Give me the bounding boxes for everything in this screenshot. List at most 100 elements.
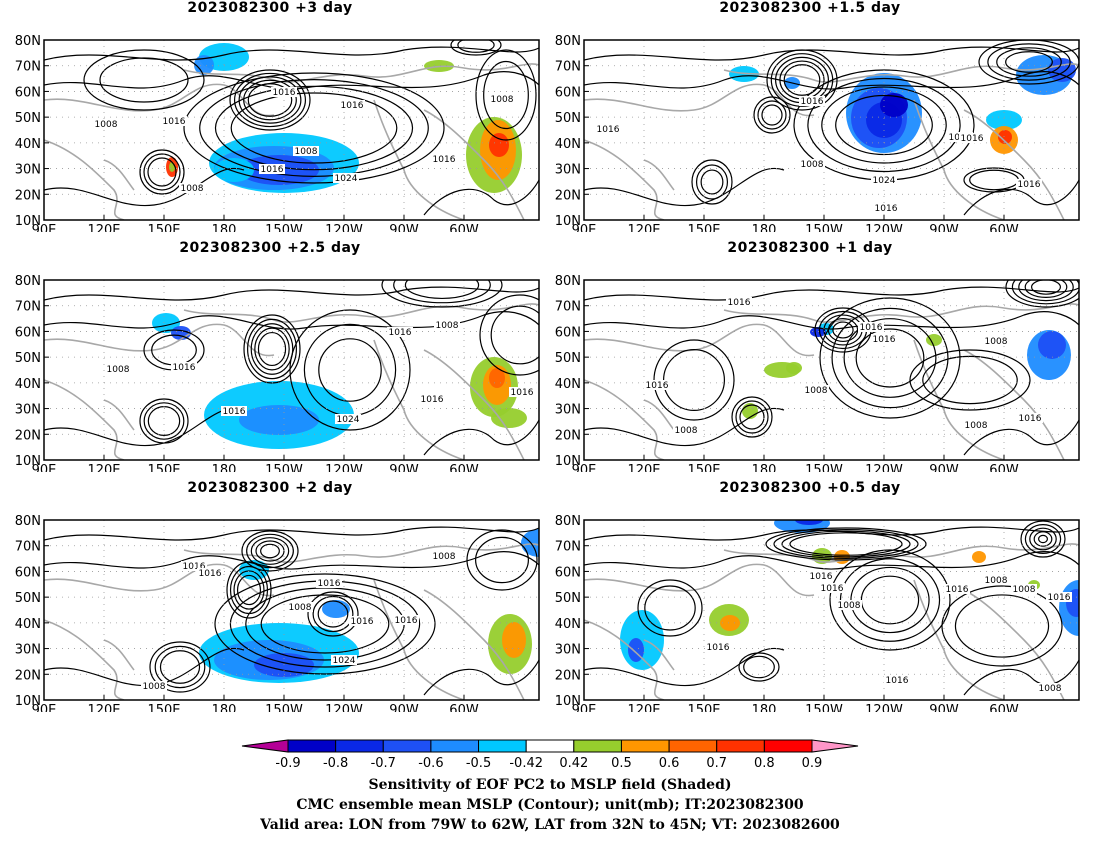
panel-title: 2023082300 +3 day — [187, 0, 353, 16]
isobar-contour — [199, 79, 429, 177]
sensitivity-shading — [972, 551, 986, 563]
coastline — [723, 63, 1079, 83]
latitude-label: 40N — [15, 137, 41, 152]
sensitivity-shading — [986, 110, 1022, 130]
isobar-contour — [1033, 531, 1053, 547]
longitude-label: 150E — [147, 223, 180, 232]
isobar-contour — [644, 585, 696, 631]
contour-label: 1016 — [183, 562, 206, 572]
contour-label-bg — [105, 364, 131, 374]
longitude-label: 150W — [265, 703, 303, 712]
contour-label: 1008 — [491, 95, 514, 105]
contour-label: 1016 — [946, 585, 969, 595]
isobar-contour — [230, 92, 398, 164]
longitude-label: 90E — [32, 223, 57, 232]
isobar-contour — [236, 574, 262, 606]
contour-label-bg — [963, 420, 989, 430]
latitude-label: 10N — [555, 214, 581, 229]
isobar-contour — [963, 419, 1079, 456]
contour-label: 1016 — [351, 617, 374, 627]
coastline — [643, 159, 675, 191]
longitude-label: 150W — [265, 223, 303, 232]
isobar-contour — [807, 77, 961, 173]
latitude-label: 40N — [15, 377, 41, 392]
colorbar-tick-label: 0.42 — [559, 756, 588, 771]
colorbar-swatch — [241, 739, 289, 753]
longitude-label: 180 — [212, 463, 237, 472]
isobar-contour — [257, 331, 287, 367]
longitude-label: 90W — [929, 703, 959, 712]
longitude-label: 150W — [805, 223, 843, 232]
colorbar-swatch — [573, 739, 622, 753]
isobar-contour — [233, 72, 307, 128]
isobar-contour — [691, 159, 733, 205]
sensitivity-shading — [926, 334, 942, 346]
contour-label: 1016 — [341, 101, 364, 111]
coastline — [44, 379, 125, 460]
latitude-label: 30N — [15, 163, 41, 178]
contour-label: 1016 — [421, 395, 444, 405]
isobar-contour — [83, 49, 205, 111]
contour-label-bg — [349, 616, 375, 626]
contour-label-bg — [803, 385, 829, 395]
latitude-label: 80N — [15, 274, 41, 289]
isobar-contour — [44, 311, 539, 330]
isobar-contour — [44, 286, 539, 301]
isobar-contour — [44, 551, 539, 570]
isobar-contour — [584, 526, 1079, 541]
coastline — [423, 349, 525, 460]
isobar-contour — [773, 528, 919, 559]
latitude-label: 60N — [15, 325, 41, 340]
sensitivity-shading — [169, 162, 175, 172]
map-svg: 1008 1016 1016 1008 1016 1008 1016 1024 1016 1008… — [15, 34, 540, 232]
coastline — [44, 83, 275, 117]
coastline — [103, 399, 135, 431]
isobar-contour — [1024, 280, 1068, 298]
longitude-label: 150E — [687, 463, 720, 472]
isobar-contour — [1038, 534, 1049, 544]
isobar-contour — [739, 404, 765, 430]
coastline — [423, 589, 525, 700]
isobar-contour — [757, 100, 787, 130]
isobar-contour — [855, 328, 925, 388]
contour-label: 1024 — [335, 174, 358, 184]
isobar-contour — [260, 594, 390, 654]
panel-title: 2023082300 +1 day — [727, 240, 893, 256]
coastline — [584, 619, 665, 700]
map-panel-6: 2023082300 +0.5 day 1016 1016 1016 1008 1016… — [540, 480, 1080, 712]
latitude-label: 50N — [555, 591, 581, 606]
panel-title: 2023082300 +0.5 day — [719, 480, 901, 496]
isobar-contour — [781, 530, 911, 558]
isobar-contour — [479, 294, 539, 376]
sensitivity-shading — [214, 158, 254, 182]
coastline — [963, 349, 1065, 460]
coastline — [373, 579, 465, 700]
longitude-label: 60W — [989, 703, 1019, 712]
contour-label-bg — [259, 164, 285, 174]
colorbar-tick-label: 0.7 — [706, 756, 727, 771]
latitude-label: 30N — [15, 643, 41, 658]
isobar-contour — [44, 167, 245, 207]
sensitivity-shading — [194, 55, 214, 75]
contour-label: 1016 — [886, 676, 909, 686]
colorbar-swatch — [668, 739, 718, 753]
contour-label-bg — [387, 327, 413, 337]
isobar-contour — [765, 527, 927, 561]
longitude-label: 150W — [805, 703, 843, 712]
isobar-contour — [483, 60, 529, 130]
isobar-contour — [775, 56, 829, 104]
coastline — [373, 99, 465, 220]
coastline — [103, 159, 135, 191]
sensitivity-shading — [1038, 331, 1066, 359]
contour-label: 1016 — [261, 165, 284, 175]
contour-label: 1016 — [707, 643, 730, 653]
isobar-contour — [783, 64, 821, 96]
longitude-label: 120E — [627, 703, 660, 712]
sensitivity-shading — [491, 408, 527, 428]
map-svg: 1016 1016 1016 1008 1016 1016 1008 1008 1016 1008… — [555, 514, 1080, 712]
contour-label-bg — [293, 146, 319, 156]
isobar-contour — [154, 645, 206, 689]
isobar-contour — [404, 280, 480, 300]
contour-label-bg — [1011, 584, 1037, 594]
isobar-contour — [941, 585, 1063, 667]
